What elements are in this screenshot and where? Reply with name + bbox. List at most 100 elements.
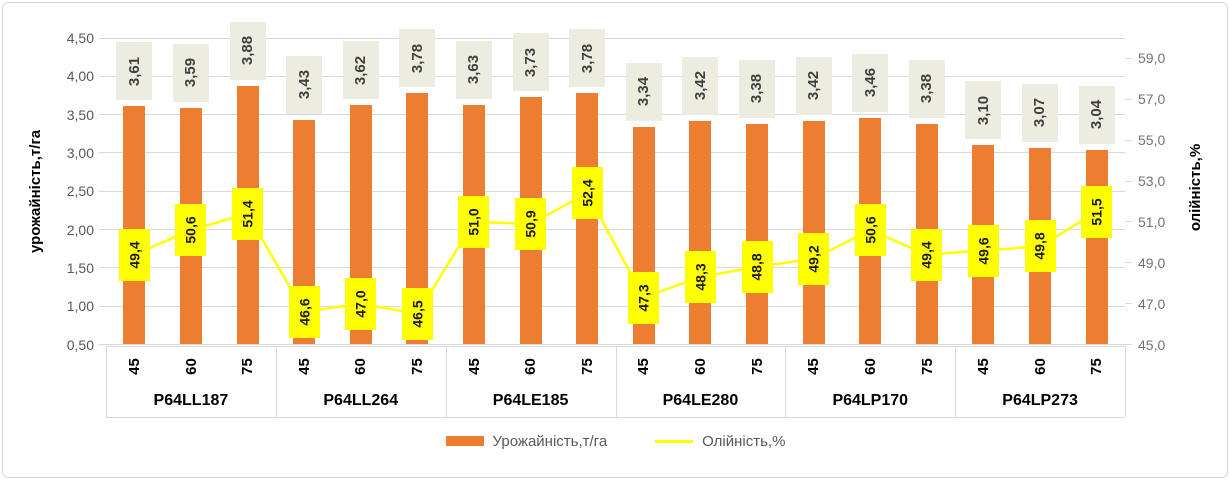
gridline [106, 152, 1125, 154]
category-separator [275, 346, 277, 417]
yield-bar-data-label: 3,04 [1078, 85, 1115, 144]
yield-bar [802, 120, 825, 345]
left-axis-tick [99, 267, 106, 269]
yield-bar-data-label: 3,43 [286, 55, 323, 114]
oil-value-text: 50,9 [522, 210, 539, 238]
left-axis-tick-label: 3,50 [66, 106, 94, 123]
oil-value-text: 48,3 [692, 263, 709, 291]
density-label: 45 [800, 352, 828, 380]
right-axis-tick-label: 51,0 [1138, 213, 1166, 230]
oil-value-text: 51,4 [239, 200, 256, 228]
density-label-text: 75 [918, 357, 936, 375]
oil-value-text: 47,0 [352, 290, 369, 318]
yield-bar-data-label: 3,34 [625, 62, 662, 121]
yield-bar-data-label: 3,59 [172, 43, 209, 102]
left-axis-title: урожайність,т/га [27, 129, 45, 253]
gridline [106, 37, 1125, 39]
right-axis-tick [1125, 344, 1132, 345]
yield-bar [406, 93, 429, 345]
left-axis-tick-label: 1,00 [66, 298, 94, 315]
category-separator [106, 346, 107, 417]
density-label: 45 [120, 352, 148, 380]
left-axis-tick-label: 1,50 [66, 259, 94, 276]
yield-bar [123, 106, 146, 345]
density-label: 45 [290, 352, 318, 380]
oil-value-text: 51,0 [465, 208, 482, 236]
oil-point-data-label: 47,3 [628, 271, 660, 324]
bar-series-swatch-icon [445, 436, 484, 446]
density-label: 60 [517, 352, 545, 380]
oil-value-text: 51,5 [1088, 198, 1105, 226]
legend-label-yield: Урожайність,т/га [492, 432, 608, 450]
oil-value-text: 48,8 [749, 253, 766, 281]
density-label: 60 [1026, 352, 1054, 380]
line-series-swatch-icon [655, 439, 694, 443]
oil-value-text: 49,4 [126, 240, 143, 269]
density-label-text: 45 [974, 357, 992, 375]
right-axis-tick-label: 49,0 [1138, 254, 1166, 271]
category-axis-bottom-border [106, 417, 1125, 418]
right-axis-tick [1125, 262, 1132, 264]
oil-point-data-label: 52,4 [571, 167, 603, 220]
yield-bar-data-label: 3,78 [399, 29, 436, 88]
density-label-text: 45 [295, 357, 313, 375]
right-axis-tick [1125, 57, 1132, 59]
oil-point-data-label: 50,9 [515, 197, 547, 250]
density-label: 60 [177, 352, 205, 380]
oil-point-data-label: 49,6 [967, 224, 999, 277]
right-axis-tick-label: 47,0 [1138, 295, 1166, 312]
yield-bar-data-label: 3,61 [116, 42, 153, 101]
oil-value-text: 50,6 [182, 216, 199, 244]
yield-bar-data-label: 3,42 [795, 56, 832, 115]
density-label: 45 [969, 352, 997, 380]
oil-point-data-label: 49,2 [798, 232, 830, 285]
density-label-text: 45 [465, 357, 483, 375]
density-label-text: 60 [522, 357, 540, 375]
legend-item-yield: Урожайність,т/га [445, 431, 608, 451]
density-label-text: 60 [182, 357, 200, 375]
density-label-text: 75 [239, 357, 257, 375]
oil-value-text: 46,6 [296, 298, 313, 326]
right-axis-tick-label: 53,0 [1138, 173, 1166, 190]
right-axis-tick-label: 45,0 [1138, 336, 1166, 353]
yield-bar-data-label: 3,46 [852, 53, 889, 112]
left-axis-tick [99, 305, 106, 307]
right-axis-tick-label: 55,0 [1138, 132, 1166, 149]
left-axis-tick [99, 75, 106, 77]
density-label: 75 [913, 352, 941, 380]
yield-bar-data-label: 3,10 [965, 81, 1002, 140]
hybrid-group-label: P64LL264 [323, 392, 399, 409]
left-axis-tick [99, 190, 106, 192]
legend: Урожайність,т/га Олійність,% [106, 431, 1125, 451]
yield-bar-data-label: 3,07 [1022, 83, 1059, 142]
density-label: 75 [743, 352, 771, 380]
density-label: 75 [234, 352, 262, 380]
density-label-text: 60 [861, 357, 879, 375]
hybrid-group-label: P64LP170 [832, 392, 909, 409]
yield-bar-data-label: 3,73 [512, 33, 549, 91]
category-separator [785, 346, 787, 417]
yield-bar-data-label: 3,38 [908, 59, 945, 118]
density-label: 75 [573, 352, 601, 380]
density-label: 75 [1083, 352, 1111, 380]
yield-bar-data-label: 3,88 [229, 21, 266, 80]
legend-item-oil: Олійність,% [655, 431, 785, 451]
right-axis-tick [1125, 98, 1132, 100]
left-axis-tick [99, 229, 106, 231]
density-label: 45 [630, 352, 658, 380]
left-axis-tick-label: 4,50 [66, 30, 94, 46]
density-label: 45 [460, 352, 488, 380]
oil-point-data-label: 51,0 [458, 195, 490, 248]
yield-bar-data-label: 3,42 [682, 56, 719, 115]
oil-point-data-label: 48,3 [684, 251, 716, 304]
left-axis-tick-label: 0,50 [66, 336, 94, 353]
legend-label-oil: Олійність,% [702, 432, 786, 450]
oil-point-data-label: 49,8 [1024, 220, 1056, 273]
right-axis-tick [1125, 221, 1132, 223]
right-axis-tick [1125, 139, 1132, 141]
right-axis-tick-label: 57,0 [1138, 91, 1166, 108]
yield-bar-data-label: 3,63 [455, 40, 492, 99]
left-axis-tick [99, 344, 106, 345]
density-label-text: 60 [1031, 357, 1049, 375]
oil-value-text: 46,5 [409, 300, 426, 328]
